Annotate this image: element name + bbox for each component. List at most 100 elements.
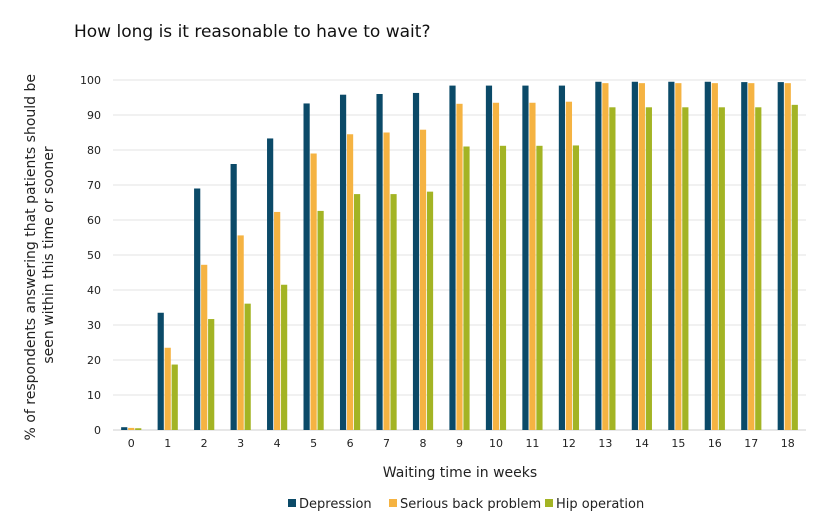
x-axis-ticks: 0 1 2 3 4 5 6 7 8 9 10 11 12 13 14 15 16 17 18 [128, 437, 795, 450]
x-tick-label: 11 [525, 437, 539, 450]
legend-swatch [389, 499, 397, 507]
x-tick-label: 18 [781, 437, 795, 450]
bar-depression [194, 188, 201, 430]
y-tick-label: 30 [87, 319, 101, 332]
bar-hip-operation [463, 146, 470, 430]
bar-hip-operation [499, 145, 507, 431]
bar-serious-back-problem [274, 211, 281, 430]
bar-serious-back-problem [529, 102, 536, 430]
bar-depression [631, 81, 638, 430]
bar-serious-back-problem [638, 83, 645, 431]
x-tick-label: 12 [562, 437, 576, 450]
y-tick-label: 20 [87, 354, 101, 367]
bar-serious-back-problem [164, 347, 171, 430]
y-tick-label: 10 [87, 389, 101, 402]
bar-hip-operation [281, 284, 288, 430]
y-tick-label: 60 [87, 214, 101, 227]
bar-hip-operation [718, 107, 725, 431]
bar-serious-back-problem [492, 102, 500, 430]
y-tick-label: 0 [94, 424, 101, 437]
y-axis-title-line-2: seen within this time or sooner [41, 146, 57, 364]
x-tick-label: 5 [310, 437, 317, 450]
x-tick-label: 7 [383, 437, 390, 450]
bar-serious-back-problem [346, 134, 354, 430]
legend-label: Depression [299, 497, 372, 512]
bar-hip-operation [682, 107, 689, 431]
bar-depression [595, 81, 602, 430]
y-axis-title-line-1: % of respondents answering that patients… [23, 74, 39, 440]
bar-serious-back-problem [456, 103, 463, 431]
bar-depression [376, 94, 383, 430]
bar-hip-operation [171, 364, 178, 430]
x-tick-label: 1 [164, 437, 171, 450]
bars [121, 81, 798, 431]
legend: Depression Serious back problem Hip operat… [288, 497, 644, 512]
bar-hip-operation [755, 107, 762, 431]
bar-serious-back-problem [675, 83, 682, 431]
bar-serious-back-problem [419, 129, 427, 430]
bar-depression [267, 138, 274, 430]
bar-hip-operation [135, 428, 142, 430]
bar-hip-operation [426, 191, 434, 430]
bar-hip-operation [353, 194, 361, 430]
bar-hip-operation [572, 145, 580, 430]
legend-swatch [288, 499, 296, 507]
bar-serious-back-problem [310, 153, 317, 430]
x-tick-label: 15 [671, 437, 685, 450]
bar-hip-operation [317, 210, 324, 430]
bar-serious-back-problem [201, 264, 208, 430]
bar-depression [668, 81, 675, 430]
bar-depression [339, 94, 347, 430]
bar-depression [121, 427, 128, 430]
y-axis-ticks: 0 10 20 30 40 50 60 70 80 90 100 [80, 74, 101, 437]
y-tick-label: 100 [80, 74, 101, 87]
bar-hip-operation [609, 107, 616, 431]
bar-hip-operation [244, 303, 251, 430]
x-axis-title: Waiting time in weeks [383, 465, 537, 481]
bar-hip-operation [390, 194, 397, 430]
bar-depression [485, 85, 493, 430]
bar-depression [449, 85, 456, 430]
legend-label: Hip operation [556, 497, 644, 512]
x-tick-label: 6 [347, 437, 354, 450]
legend-label: Serious back problem [400, 497, 541, 512]
y-axis-title: % of respondents answering that patients… [23, 70, 57, 441]
bar-serious-back-problem [383, 132, 390, 430]
x-tick-label: 0 [128, 437, 135, 450]
bar-depression [704, 81, 711, 430]
bar-depression [522, 85, 529, 430]
y-tick-label: 70 [87, 179, 101, 192]
y-tick-label: 90 [87, 109, 101, 122]
bar-hip-operation [645, 107, 652, 431]
y-tick-label: 80 [87, 144, 101, 157]
x-tick-label: 3 [237, 437, 244, 450]
bar-depression [230, 164, 237, 430]
x-tick-label: 4 [274, 437, 281, 450]
bar-depression [157, 312, 164, 430]
x-tick-label: 16 [708, 437, 722, 450]
bar-serious-back-problem [784, 83, 791, 431]
bar-hip-operation [791, 104, 798, 430]
bar-serious-back-problem [237, 235, 244, 430]
x-tick-label: 17 [744, 437, 758, 450]
bar-hip-operation [208, 319, 215, 430]
y-tick-label: 50 [87, 249, 101, 262]
bar-depression [412, 92, 420, 430]
bar-serious-back-problem [748, 83, 755, 431]
x-tick-label: 14 [635, 437, 649, 450]
y-tick-label: 40 [87, 284, 101, 297]
bar-depression [741, 82, 748, 430]
bar-serious-back-problem [565, 101, 573, 430]
legend-swatch [545, 499, 553, 507]
x-tick-label: 13 [598, 437, 612, 450]
x-tick-label: 10 [489, 437, 503, 450]
bar-serious-back-problem [128, 427, 135, 430]
bar-hip-operation [536, 145, 543, 431]
bar-depression [558, 85, 566, 430]
x-tick-label: 2 [201, 437, 208, 450]
bar-serious-back-problem [711, 83, 718, 431]
bar-depression [777, 82, 784, 430]
chart-title: How long is it reasonable to have to wai… [74, 22, 430, 42]
x-tick-label: 9 [456, 437, 463, 450]
